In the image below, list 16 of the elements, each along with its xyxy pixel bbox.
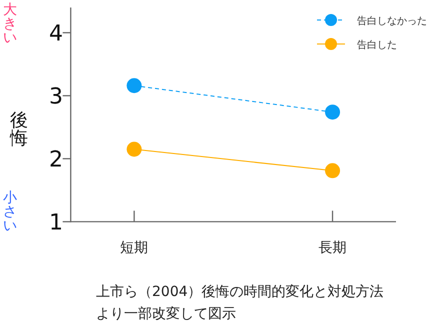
y-tick-label: 2 bbox=[49, 148, 63, 173]
point bbox=[325, 163, 340, 178]
point bbox=[126, 142, 142, 157]
x-tick-label: 短期 bbox=[120, 240, 148, 256]
y-axis-title: 後悔 bbox=[9, 110, 28, 149]
point bbox=[126, 78, 142, 94]
text: 小さい bbox=[3, 190, 17, 234]
y-tick-label: 4 bbox=[49, 22, 63, 47]
y-tick-label: 1 bbox=[49, 210, 63, 236]
legend-label: 告白しなかった bbox=[357, 15, 427, 27]
text: 上市ら（2004）後悔の時間的変化と対処方法より一部改変して図示 bbox=[96, 283, 385, 324]
text: 大きい bbox=[3, 2, 17, 46]
x-tick-label: 長期 bbox=[318, 240, 347, 256]
legend-label: 告白した bbox=[357, 39, 397, 51]
point bbox=[325, 104, 340, 120]
y-tick-label: 3 bbox=[49, 84, 63, 110]
